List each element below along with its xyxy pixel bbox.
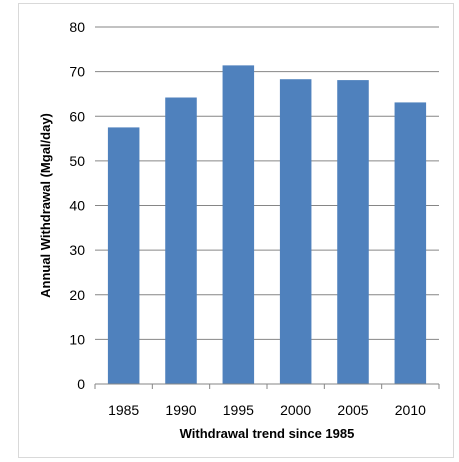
x-tick-label: 2000 [280, 402, 311, 418]
gridlines [95, 26, 439, 340]
y-axis-title: Annual Withdrawal (Mgal/day) [38, 113, 53, 298]
x-tick-label: 2010 [395, 402, 426, 418]
y-tick-label: 60 [69, 108, 85, 124]
tick-labels: 0 10 20 30 40 50 60 70 80 1985 1990 1995 2000 2005 201… [69, 19, 426, 418]
bar-2005 [337, 80, 369, 384]
y-tick-label: 30 [69, 242, 85, 258]
x-tick-label: 2005 [337, 402, 368, 418]
axes [94, 383, 440, 389]
y-tick-label: 20 [69, 287, 85, 303]
bar-1985 [107, 127, 140, 384]
y-tick-label: 80 [69, 19, 85, 35]
bar-1990 [165, 97, 197, 384]
x-tick-label: 1995 [223, 402, 254, 418]
x-tick-label: 1990 [165, 402, 196, 418]
x-tick-label: 1985 [108, 402, 139, 418]
y-tick-label: 40 [69, 198, 85, 214]
bar-2010 [394, 102, 427, 384]
y-tick-label: 50 [69, 153, 85, 169]
y-tick-label: 70 [69, 64, 85, 80]
bar-2000 [279, 79, 312, 385]
x-axis-title: Withdrawal trend since 1985 [180, 426, 355, 441]
y-tick-label: 10 [69, 331, 85, 347]
bars [107, 65, 427, 385]
y-tick-label: 0 [77, 376, 85, 392]
bar-1995 [222, 65, 255, 384]
